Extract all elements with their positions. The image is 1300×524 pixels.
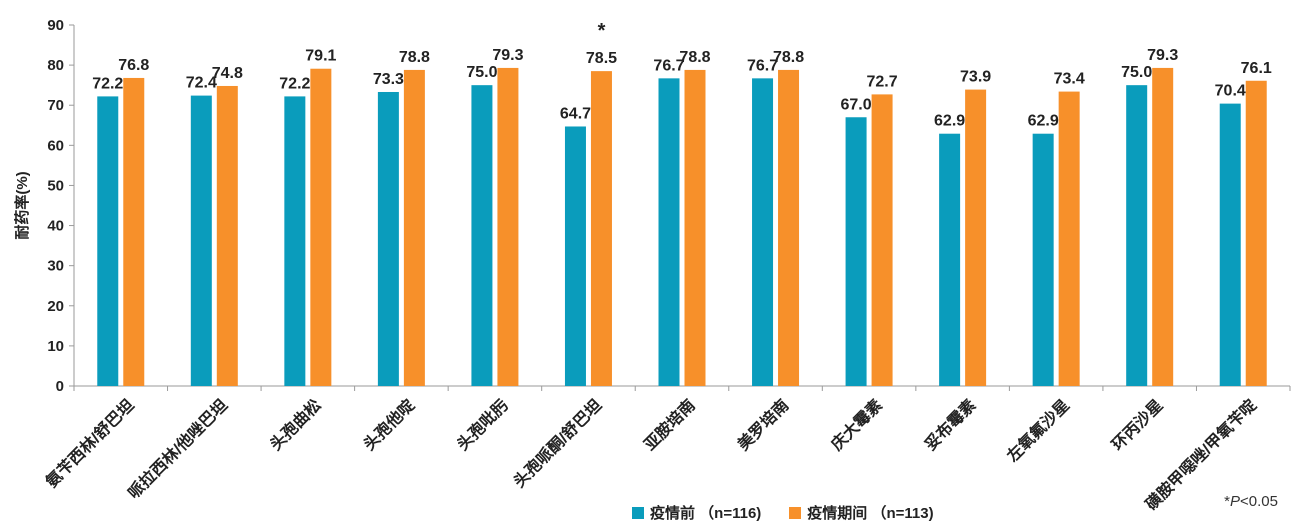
value-label-during-0: 76.8 xyxy=(118,57,149,74)
bar-before-5 xyxy=(564,126,586,386)
bar-before-3 xyxy=(377,91,399,386)
bar-during-6 xyxy=(684,69,706,387)
legend: 疫情前 （n=116) 疫情期间 （n=113) xyxy=(632,502,962,523)
value-label-before-0: 72.2 xyxy=(92,75,123,92)
category-label-6: 亚胺培南 xyxy=(640,395,699,454)
value-label-during-3: 78.8 xyxy=(399,49,430,66)
legend-swatch-before xyxy=(632,506,644,519)
bar-during-4 xyxy=(497,67,519,387)
category-label-7: 美罗培南 xyxy=(734,395,793,454)
y-tick-label: 10 xyxy=(47,338,64,355)
value-label-before-1: 72.4 xyxy=(186,75,217,92)
value-label-during-9: 73.9 xyxy=(960,69,991,86)
bar-during-2 xyxy=(310,68,332,387)
value-label-before-5: 64.7 xyxy=(560,105,591,122)
y-tick-label: 50 xyxy=(47,177,64,194)
value-label-during-1: 74.8 xyxy=(212,65,243,82)
bar-during-5 xyxy=(590,71,612,386)
value-label-during-6: 78.8 xyxy=(679,49,710,66)
bar-during-11 xyxy=(1152,67,1174,387)
category-label-2: 头孢曲松 xyxy=(266,395,325,454)
y-tick-label: 60 xyxy=(47,137,64,154)
value-label-during-7: 78.8 xyxy=(773,49,804,66)
bar-before-11 xyxy=(1126,85,1148,387)
value-label-during-5: 78.5 xyxy=(586,50,617,67)
note-prefix: * xyxy=(1224,493,1231,510)
bar-during-3 xyxy=(403,69,425,387)
y-tick-label: 40 xyxy=(47,218,64,235)
bar-before-2 xyxy=(284,96,306,387)
value-label-before-6: 76.7 xyxy=(653,57,684,74)
bar-before-4 xyxy=(471,85,493,387)
y-tick-label: 70 xyxy=(47,97,64,114)
bar-before-8 xyxy=(845,117,867,386)
y-tick-label: 30 xyxy=(47,258,64,275)
significance-marker: * xyxy=(598,20,606,42)
value-label-during-2: 79.1 xyxy=(305,48,336,65)
value-label-before-3: 73.3 xyxy=(373,71,404,88)
bar-during-8 xyxy=(871,94,893,387)
bar-during-10 xyxy=(1058,91,1080,386)
value-label-before-10: 62.9 xyxy=(1028,113,1059,130)
legend-item-before: 疫情前 （n=116) xyxy=(632,502,761,523)
legend-label-during: 疫情期间 （n=113) xyxy=(807,505,934,522)
legend-item-during: 疫情期间 （n=113) xyxy=(789,502,934,523)
value-label-before-8: 67.0 xyxy=(841,96,872,113)
category-label-0: 氨苄西林/舒巴坦 xyxy=(42,395,138,491)
value-label-during-10: 73.4 xyxy=(1054,71,1085,88)
value-label-before-7: 76.7 xyxy=(747,57,778,74)
y-tick-label: 80 xyxy=(47,57,64,74)
category-label-4: 头孢吡肟 xyxy=(453,395,512,454)
bar-before-0 xyxy=(97,96,119,387)
y-axis-title: 耐药率(%) xyxy=(13,171,31,239)
legend-swatch-during xyxy=(789,506,802,519)
bar-during-0 xyxy=(123,77,145,387)
bar-during-12 xyxy=(1245,80,1267,386)
category-label-3: 头孢他啶 xyxy=(360,395,419,454)
significance-note: *P<0.05 xyxy=(1224,493,1278,510)
category-label-8: 庆大霉素 xyxy=(826,395,885,454)
bar-during-7 xyxy=(778,69,800,387)
value-label-before-12: 70.4 xyxy=(1215,83,1246,100)
category-label-1: 哌拉西林/他唑巴坦 xyxy=(124,395,231,502)
bar-before-6 xyxy=(658,78,680,386)
category-label-10: 左氧氟沙星 xyxy=(1002,395,1073,466)
value-label-before-4: 75.0 xyxy=(466,64,497,81)
note-suffix: <0.05 xyxy=(1240,493,1278,510)
value-label-before-11: 75.0 xyxy=(1121,64,1152,81)
legend-label-before: 疫情前 （n=116) xyxy=(650,505,762,522)
bar-before-12 xyxy=(1219,103,1241,387)
category-label-11: 环丙沙星 xyxy=(1109,396,1167,454)
category-label-9: 妥布霉素 xyxy=(921,395,980,454)
y-tick-label: 90 xyxy=(47,17,64,34)
value-label-during-4: 79.3 xyxy=(492,47,523,64)
bar-before-9 xyxy=(939,133,961,386)
value-label-during-8: 72.7 xyxy=(867,73,898,90)
bar-during-9 xyxy=(965,89,987,386)
bar-before-1 xyxy=(190,95,212,387)
value-label-during-12: 76.1 xyxy=(1241,60,1272,77)
bar-during-1 xyxy=(216,85,238,387)
note-p: P xyxy=(1230,493,1241,510)
category-label-5: 头孢哌酮/舒巴坦 xyxy=(510,395,606,491)
bar-before-10 xyxy=(1032,133,1054,386)
value-label-during-11: 79.3 xyxy=(1147,47,1178,64)
y-tick-label: 0 xyxy=(56,378,64,395)
y-tick-label: 20 xyxy=(47,298,64,315)
value-label-before-2: 72.2 xyxy=(279,75,310,92)
bar-before-7 xyxy=(752,78,774,386)
value-label-before-9: 62.9 xyxy=(934,113,965,130)
